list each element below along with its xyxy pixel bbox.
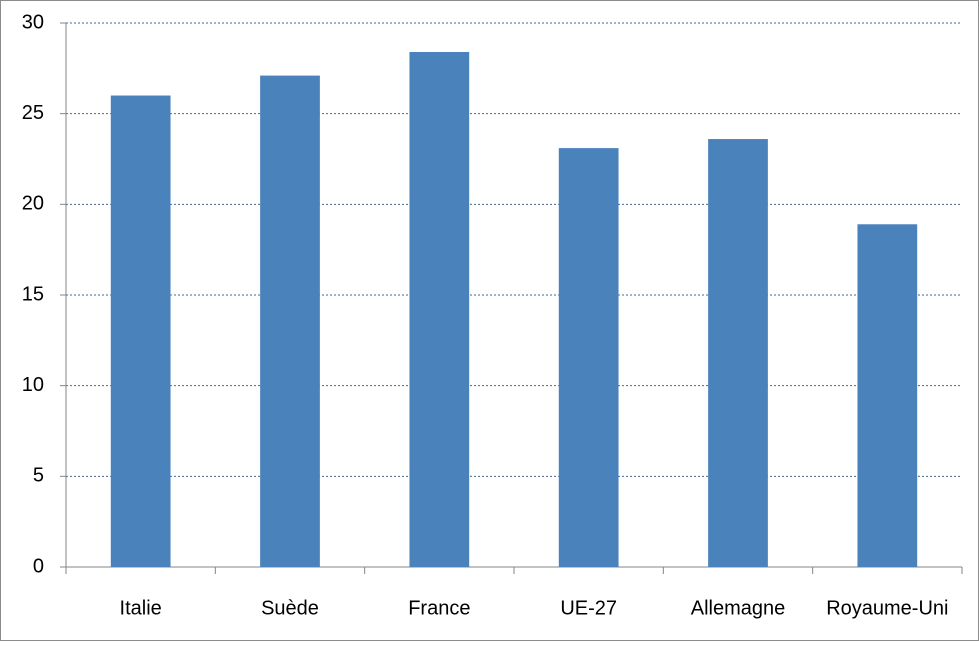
x-tick-label: UE-27 [560, 597, 617, 619]
x-tick-label: Allemagne [691, 597, 786, 619]
y-tick-label: 30 [22, 11, 44, 33]
x-tick-label: France [408, 597, 470, 619]
x-tick-label: Suède [261, 597, 319, 619]
y-tick-label: 20 [22, 193, 44, 215]
bar [260, 75, 320, 567]
y-tick-label: 5 [33, 465, 44, 487]
y-tick-label: 0 [33, 555, 44, 577]
bar [857, 224, 918, 567]
bar [409, 52, 470, 568]
bar [110, 95, 171, 568]
x-tick-label: Italie [120, 597, 162, 619]
bar [558, 148, 619, 567]
bar [708, 139, 768, 567]
y-tick-label: 10 [22, 374, 44, 396]
y-tick-label: 25 [22, 102, 44, 124]
y-tick-label: 15 [22, 283, 44, 305]
x-tick-label: Royaume-Uni [826, 597, 948, 619]
